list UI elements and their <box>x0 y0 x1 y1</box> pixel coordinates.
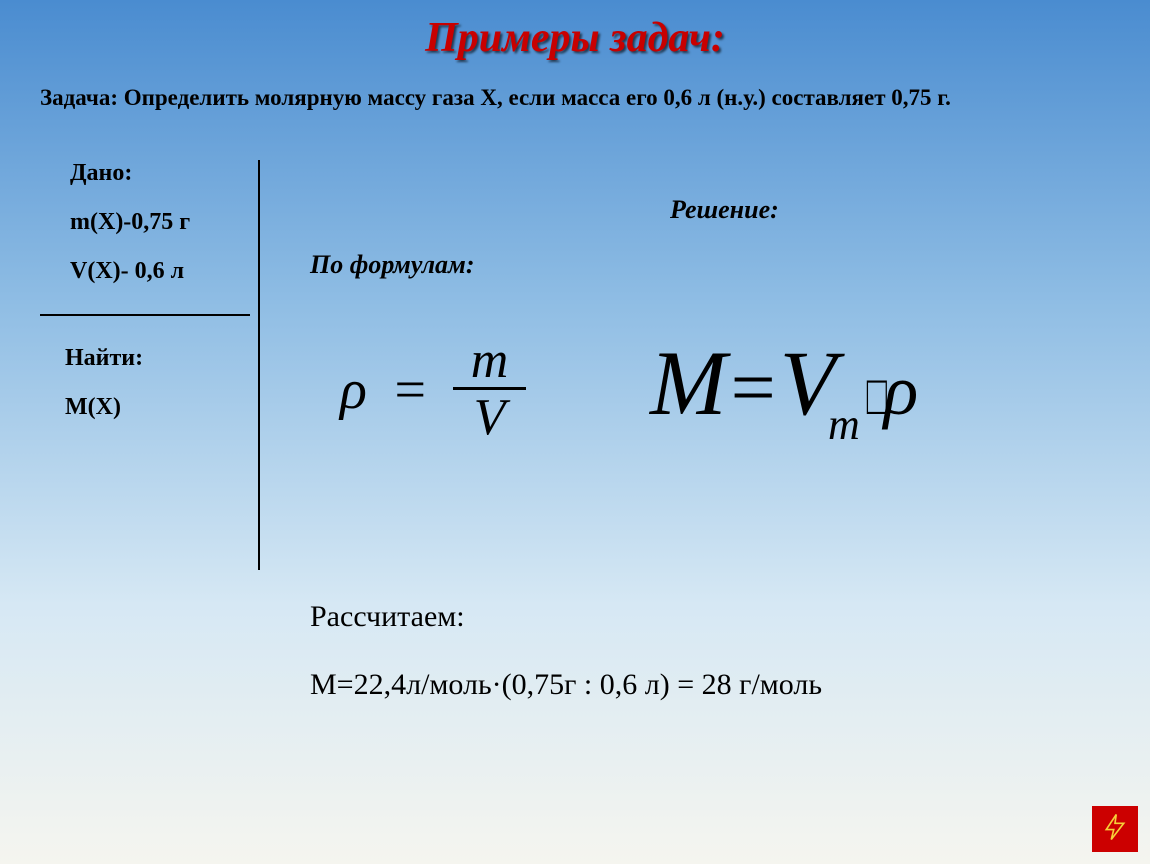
given-line-2: V(X)- 0,6 л <box>70 258 260 285</box>
given-line-1: m(X)-0,75 г <box>70 209 260 236</box>
formula2-m: m <box>828 400 860 449</box>
find-label: Найти: <box>65 345 143 372</box>
formulas-label: По формулам: <box>310 250 475 280</box>
formula2-M: M <box>650 332 727 434</box>
given-block: Дано: m(X)-0,75 г V(X)- 0,6 л <box>70 160 260 307</box>
calc-label: Рассчитаем: <box>310 600 822 634</box>
formula-density: ρ = m V <box>340 335 526 444</box>
given-divider <box>40 314 250 316</box>
formula-molar-mass: M=Vm□ρ <box>650 330 936 442</box>
formula1-lhs: ρ <box>340 358 367 422</box>
calc-line: M=22,4л/моль·(0,75г : 0,6 л) = 28 г/моль <box>310 668 822 702</box>
given-label: Дано: <box>70 160 260 187</box>
find-block: Найти: M(X) <box>65 345 143 443</box>
formula1-numerator: m <box>453 335 527 390</box>
bolt-icon <box>1100 812 1130 847</box>
formula1-fraction: m V <box>453 335 527 444</box>
formula2-eq: = <box>731 344 776 432</box>
vertical-divider <box>258 160 260 570</box>
formula1-denominator: V <box>453 390 527 444</box>
solution-label: Решение: <box>670 195 779 225</box>
slide-title: Примеры задач: <box>0 14 1150 62</box>
corner-badge <box>1092 806 1138 852</box>
slide: Примеры задач: Задача: Определить молярн… <box>0 0 1150 864</box>
calculation-block: Рассчитаем: M=22,4л/моль·(0,75г : 0,6 л)… <box>310 600 822 736</box>
formula1-eq: = <box>391 358 429 422</box>
formula2-rho: ρ <box>884 350 919 430</box>
find-line-1: M(X) <box>65 394 143 421</box>
problem-statement: Задача: Определить молярную массу газа Х… <box>40 85 1110 111</box>
